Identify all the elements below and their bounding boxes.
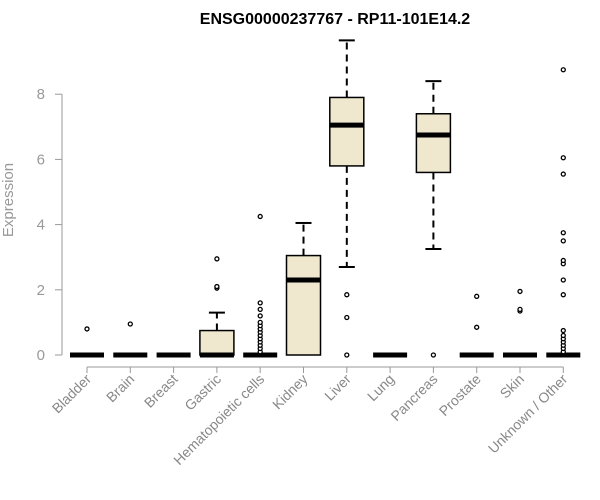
outlier-point (430, 352, 437, 358)
box-gastric (199, 256, 235, 358)
outlier-point (560, 327, 566, 334)
outlier-point (560, 238, 566, 244)
outlier-point (474, 293, 480, 299)
y-tick-label: 4 (37, 217, 45, 234)
x-tick-label: Pancreas (387, 371, 440, 424)
outlier-point (560, 230, 566, 236)
outlier-point (517, 288, 523, 295)
outlier-point (344, 292, 350, 298)
box-body (415, 113, 452, 174)
outlier-point (560, 67, 566, 73)
x-tick-label: Liver (321, 371, 354, 404)
box-bladder (70, 326, 104, 358)
y-tick-label: 8 (37, 86, 45, 103)
outlier-point (257, 306, 263, 313)
box-kidney (285, 221, 322, 356)
x-tick-label: Gastric (181, 371, 224, 414)
outlier-point (517, 306, 523, 313)
outlier-point (257, 319, 263, 326)
y-axis: 0 2 4 6 8 (37, 86, 63, 364)
outlier-point (560, 257, 566, 264)
outlier-point (84, 326, 90, 332)
outlier-point (257, 313, 263, 319)
outlier-point (257, 300, 263, 306)
y-tick-label: 0 (37, 347, 45, 364)
x-tick-label: Prostate (436, 371, 484, 419)
box-skin (503, 288, 537, 358)
outlier-point (257, 213, 263, 220)
x-tick-label: Brain (103, 371, 137, 405)
box-hematopoietic-cells (243, 213, 278, 358)
box-body (329, 96, 365, 167)
chart-title: ENSG00000237767 - RP11-101E14.2 (200, 11, 471, 28)
box-liver (329, 39, 365, 358)
outlier-point (214, 256, 220, 262)
outlier-point (344, 352, 350, 358)
y-axis-label: Expression (0, 163, 17, 237)
x-tick-label: Bladder (49, 371, 95, 417)
outlier-point (127, 321, 133, 327)
outlier-point (560, 171, 566, 177)
x-tick-label: Kidney (269, 371, 311, 413)
outlier-point (560, 292, 566, 298)
outlier-point (214, 283, 220, 290)
y-tick-label: 2 (37, 282, 45, 299)
x-tick-label: Breast (141, 371, 181, 411)
outlier-point (474, 324, 480, 330)
outlier-point (560, 277, 566, 283)
box-pancreas (415, 80, 452, 358)
box-prostate (459, 293, 494, 358)
x-tick-label: Skin (497, 371, 528, 402)
box-brain (113, 321, 148, 358)
outlier-point (560, 332, 566, 339)
box-body (285, 254, 322, 356)
y-tick-label: 6 (37, 151, 45, 168)
boxes-group (70, 39, 581, 358)
x-tick-label: Lung (364, 371, 397, 404)
box-unknown-other (546, 67, 581, 358)
x-tick-label: Unknown / Other (485, 371, 571, 457)
outlier-point (344, 314, 350, 321)
box-body (199, 329, 235, 356)
outlier-point (560, 155, 566, 161)
